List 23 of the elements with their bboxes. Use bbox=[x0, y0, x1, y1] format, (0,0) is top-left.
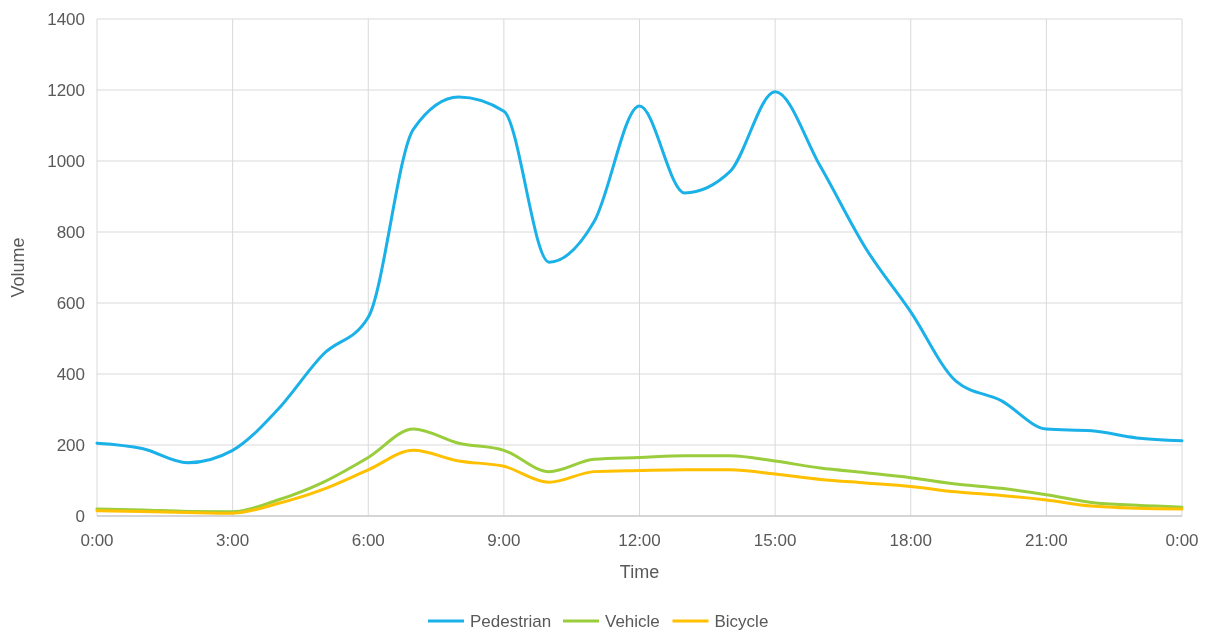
y-tick-label: 1000 bbox=[47, 151, 85, 171]
y-tick-label: 800 bbox=[56, 222, 85, 242]
y-tick-label: 200 bbox=[56, 435, 85, 455]
x-axis-title: Time bbox=[619, 562, 660, 582]
x-tick-label: 15:00 bbox=[753, 531, 797, 550]
legend-label: Vehicle bbox=[605, 612, 660, 631]
y-tick-label: 0 bbox=[75, 506, 85, 526]
legend-label: Bicycle bbox=[714, 612, 769, 631]
x-tick-label: 21:00 bbox=[1025, 531, 1068, 550]
y-tick-label: 600 bbox=[56, 293, 85, 313]
line-series bbox=[95, 90, 1184, 465]
y-tick-label: 1200 bbox=[47, 80, 85, 100]
legend-label: Pedestrian bbox=[470, 612, 552, 631]
x-tick-label: 0:00 bbox=[80, 531, 114, 550]
x-tick-label: 9:00 bbox=[487, 531, 521, 550]
x-tick-label: 18:00 bbox=[889, 531, 933, 550]
x-tick-label: 6:00 bbox=[351, 531, 385, 550]
x-tick-label: 0:00 bbox=[1165, 531, 1199, 550]
y-tick-label: 1400 bbox=[47, 9, 85, 29]
y-axis-title: Volume bbox=[8, 237, 28, 298]
y-tick-label: 400 bbox=[56, 364, 85, 384]
x-tick-label: 3:00 bbox=[216, 531, 250, 550]
x-tick-label: 12:00 bbox=[618, 531, 661, 550]
